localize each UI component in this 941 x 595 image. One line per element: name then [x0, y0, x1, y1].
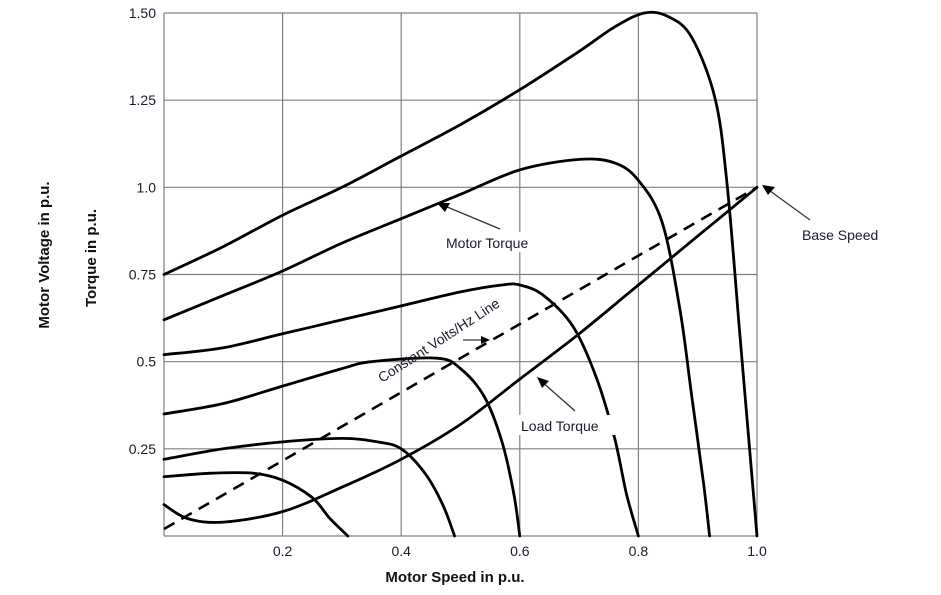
motor-torque-label: Motor Torque [446, 235, 528, 251]
x-tick-label: 0.4 [391, 543, 411, 559]
motor-torque-curve-6-curve [162, 471, 350, 538]
motor-torque-curve-2-curve [162, 157, 711, 538]
x-axis-title: Motor Speed in p.u. [385, 569, 524, 586]
axis-ticks: 0.2 0.4 0.6 0.8 1.0 0.25 0.5 0.75 1.0 1.25 1.50 [129, 5, 767, 559]
x-tick-label: 0.6 [510, 543, 530, 559]
arrowhead-icon [437, 203, 450, 212]
constant-volts-hz-line-curve [163, 186, 758, 531]
grid [163, 12, 758, 537]
motor-torque-curve-4-curve [162, 356, 522, 538]
plot-curves [162, 10, 759, 538]
arrow-line [765, 187, 811, 221]
arrowhead-icon [481, 336, 490, 344]
y-axis-title-voltage: Motor Voltage in p.u. [36, 181, 53, 328]
x-tick-label: 0.8 [629, 543, 649, 559]
arrow-line [439, 203, 501, 230]
motor-torque-1-0-p-u-frequency-curve [162, 10, 759, 538]
arrow-line [540, 380, 576, 412]
y-tick-label: 0.5 [137, 354, 157, 370]
arrowhead-icon [762, 185, 775, 195]
y-tick-label: 0.25 [129, 441, 156, 457]
annotation-load-torque: Load Torque [518, 377, 628, 435]
y-tick-label: 1.25 [129, 92, 156, 108]
y-tick-label: 1.0 [137, 179, 157, 195]
load-torque-curve [162, 185, 759, 524]
x-tick-label: 0.2 [273, 543, 293, 559]
y-tick-label: 0.75 [129, 267, 156, 283]
x-tick-label: 1.0 [747, 543, 767, 559]
y-axis-title-torque: Torque in p.u. [83, 209, 100, 307]
base-speed-label: Base Speed [802, 227, 878, 243]
load-torque-label: Load Torque [521, 418, 599, 434]
motor-torque-curve-5-curve [162, 437, 456, 538]
y-tick-label: 1.50 [129, 5, 156, 21]
arrowhead-icon [537, 377, 549, 388]
annotation-base-speed: Base Speed [762, 185, 878, 243]
annotation-motor-torque: Motor Torque [437, 203, 561, 252]
